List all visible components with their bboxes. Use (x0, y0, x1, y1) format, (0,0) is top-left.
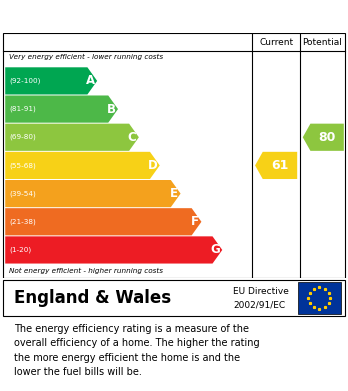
Text: (92-100): (92-100) (9, 78, 41, 84)
Text: Not energy efficient - higher running costs: Not energy efficient - higher running co… (9, 268, 163, 274)
Text: Very energy efficient - lower running costs: Very energy efficient - lower running co… (9, 54, 163, 60)
Text: EU Directive: EU Directive (233, 287, 289, 296)
Polygon shape (255, 152, 297, 179)
Polygon shape (5, 208, 201, 235)
Text: 80: 80 (318, 131, 336, 144)
Polygon shape (5, 180, 181, 207)
Text: A: A (86, 74, 95, 88)
Polygon shape (303, 124, 344, 151)
Text: G: G (211, 244, 220, 256)
Text: F: F (191, 215, 199, 228)
Text: (69-80): (69-80) (9, 134, 36, 140)
Polygon shape (5, 124, 139, 151)
Bar (298, 282, 341, 314)
Text: Energy Efficiency Rating: Energy Efficiency Rating (10, 10, 232, 25)
Polygon shape (5, 67, 97, 95)
Text: (39-54): (39-54) (9, 190, 36, 197)
Text: (81-91): (81-91) (9, 106, 36, 112)
Text: (1-20): (1-20) (9, 247, 32, 253)
Text: Potential: Potential (302, 38, 342, 47)
Text: England & Wales: England & Wales (14, 289, 171, 307)
Text: 2002/91/EC: 2002/91/EC (233, 301, 285, 310)
Polygon shape (5, 236, 222, 264)
Text: E: E (170, 187, 178, 200)
Text: B: B (107, 102, 116, 116)
Text: 61: 61 (271, 159, 288, 172)
Text: Current: Current (259, 38, 293, 47)
Polygon shape (5, 95, 118, 123)
Text: D: D (148, 159, 158, 172)
Text: C: C (128, 131, 136, 144)
Text: The energy efficiency rating is a measure of the
overall efficiency of a home. T: The energy efficiency rating is a measur… (14, 324, 260, 377)
Polygon shape (5, 152, 160, 179)
Text: (55-68): (55-68) (9, 162, 36, 169)
Text: (21-38): (21-38) (9, 219, 36, 225)
